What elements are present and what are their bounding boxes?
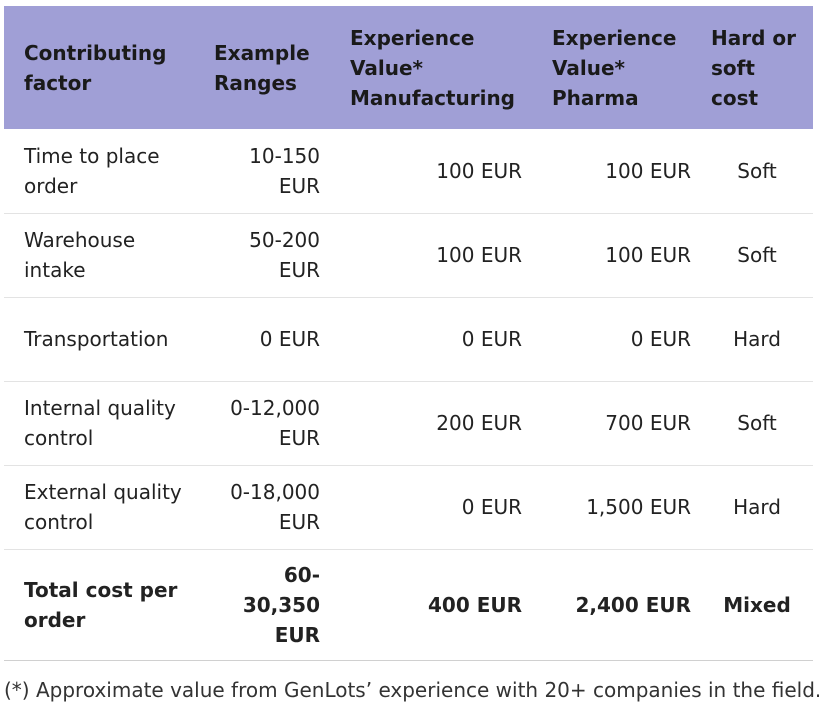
total-range: 60-30,350 EUR <box>194 549 330 661</box>
total-cost-type: Mixed <box>701 549 813 661</box>
header-hard-or-soft: Hard or soft cost <box>711 25 796 110</box>
total-factor: Total cost per order <box>4 549 194 661</box>
cell-manufacturing: 0 EUR <box>330 297 532 382</box>
cell-range: 0-18,000 EUR <box>194 465 330 550</box>
cell-pharma: 100 EUR <box>532 129 701 214</box>
table-row: Time to place order 10-150 EUR 100 EUR 1… <box>4 129 813 214</box>
cell-cost-type: Hard <box>701 297 813 382</box>
cell-pharma: 700 EUR <box>532 381 701 466</box>
cost-table-container: Contributing factor Example Ranges Exper… <box>4 6 813 661</box>
cell-cost-type: Soft <box>701 381 813 466</box>
cell-range: 50-200 EUR <box>194 213 330 298</box>
cell-factor: Time to place order <box>4 129 194 214</box>
cell-pharma: 1,500 EUR <box>532 465 701 550</box>
cell-range: 0 EUR <box>194 297 330 382</box>
total-row: Total cost per order 60-30,350 EUR 400 E… <box>4 549 813 661</box>
cell-range: 0-12,000 EUR <box>194 381 330 466</box>
cell-cost-type: Soft <box>701 129 813 214</box>
total-manufacturing: 400 EUR <box>330 549 532 661</box>
table-row: Transportation 0 EUR 0 EUR 0 EUR Hard <box>4 297 813 382</box>
table-header: Contributing factor Example Ranges Exper… <box>4 6 813 129</box>
cost-table: Contributing factor Example Ranges Exper… <box>4 6 813 661</box>
cell-range: 10-150 EUR <box>194 129 330 214</box>
cell-manufacturing: 100 EUR <box>330 129 532 214</box>
footnote: (*) Approximate value from GenLots’ expe… <box>4 678 819 702</box>
header-row: Contributing factor Example Ranges Exper… <box>4 6 813 129</box>
cell-factor: Internal quality control <box>4 381 194 466</box>
header-experience-pharma: Experience Value* Pharma <box>552 25 677 110</box>
table-row: Internal quality control 0-12,000 EUR 20… <box>4 381 813 466</box>
cell-manufacturing: 100 EUR <box>330 213 532 298</box>
cell-pharma: 0 EUR <box>532 297 701 382</box>
header-example-ranges: Example Ranges <box>214 40 310 95</box>
cell-factor: Transportation <box>4 297 194 382</box>
cell-manufacturing: 0 EUR <box>330 465 532 550</box>
cell-factor: External quality control <box>4 465 194 550</box>
cell-cost-type: Soft <box>701 213 813 298</box>
cell-cost-type: Hard <box>701 465 813 550</box>
cell-factor: Warehouse intake <box>4 213 194 298</box>
table-row: Warehouse intake 50-200 EUR 100 EUR 100 … <box>4 213 813 298</box>
cell-pharma: 100 EUR <box>532 213 701 298</box>
header-contributing-factor: Contributing factor <box>24 40 167 95</box>
header-experience-manufacturing: Experience Value* Manufacturing <box>350 25 515 110</box>
table-body: Time to place order 10-150 EUR 100 EUR 1… <box>4 129 813 661</box>
cell-manufacturing: 200 EUR <box>330 381 532 466</box>
total-pharma: 2,400 EUR <box>532 549 701 661</box>
table-row: External quality control 0-18,000 EUR 0 … <box>4 465 813 550</box>
